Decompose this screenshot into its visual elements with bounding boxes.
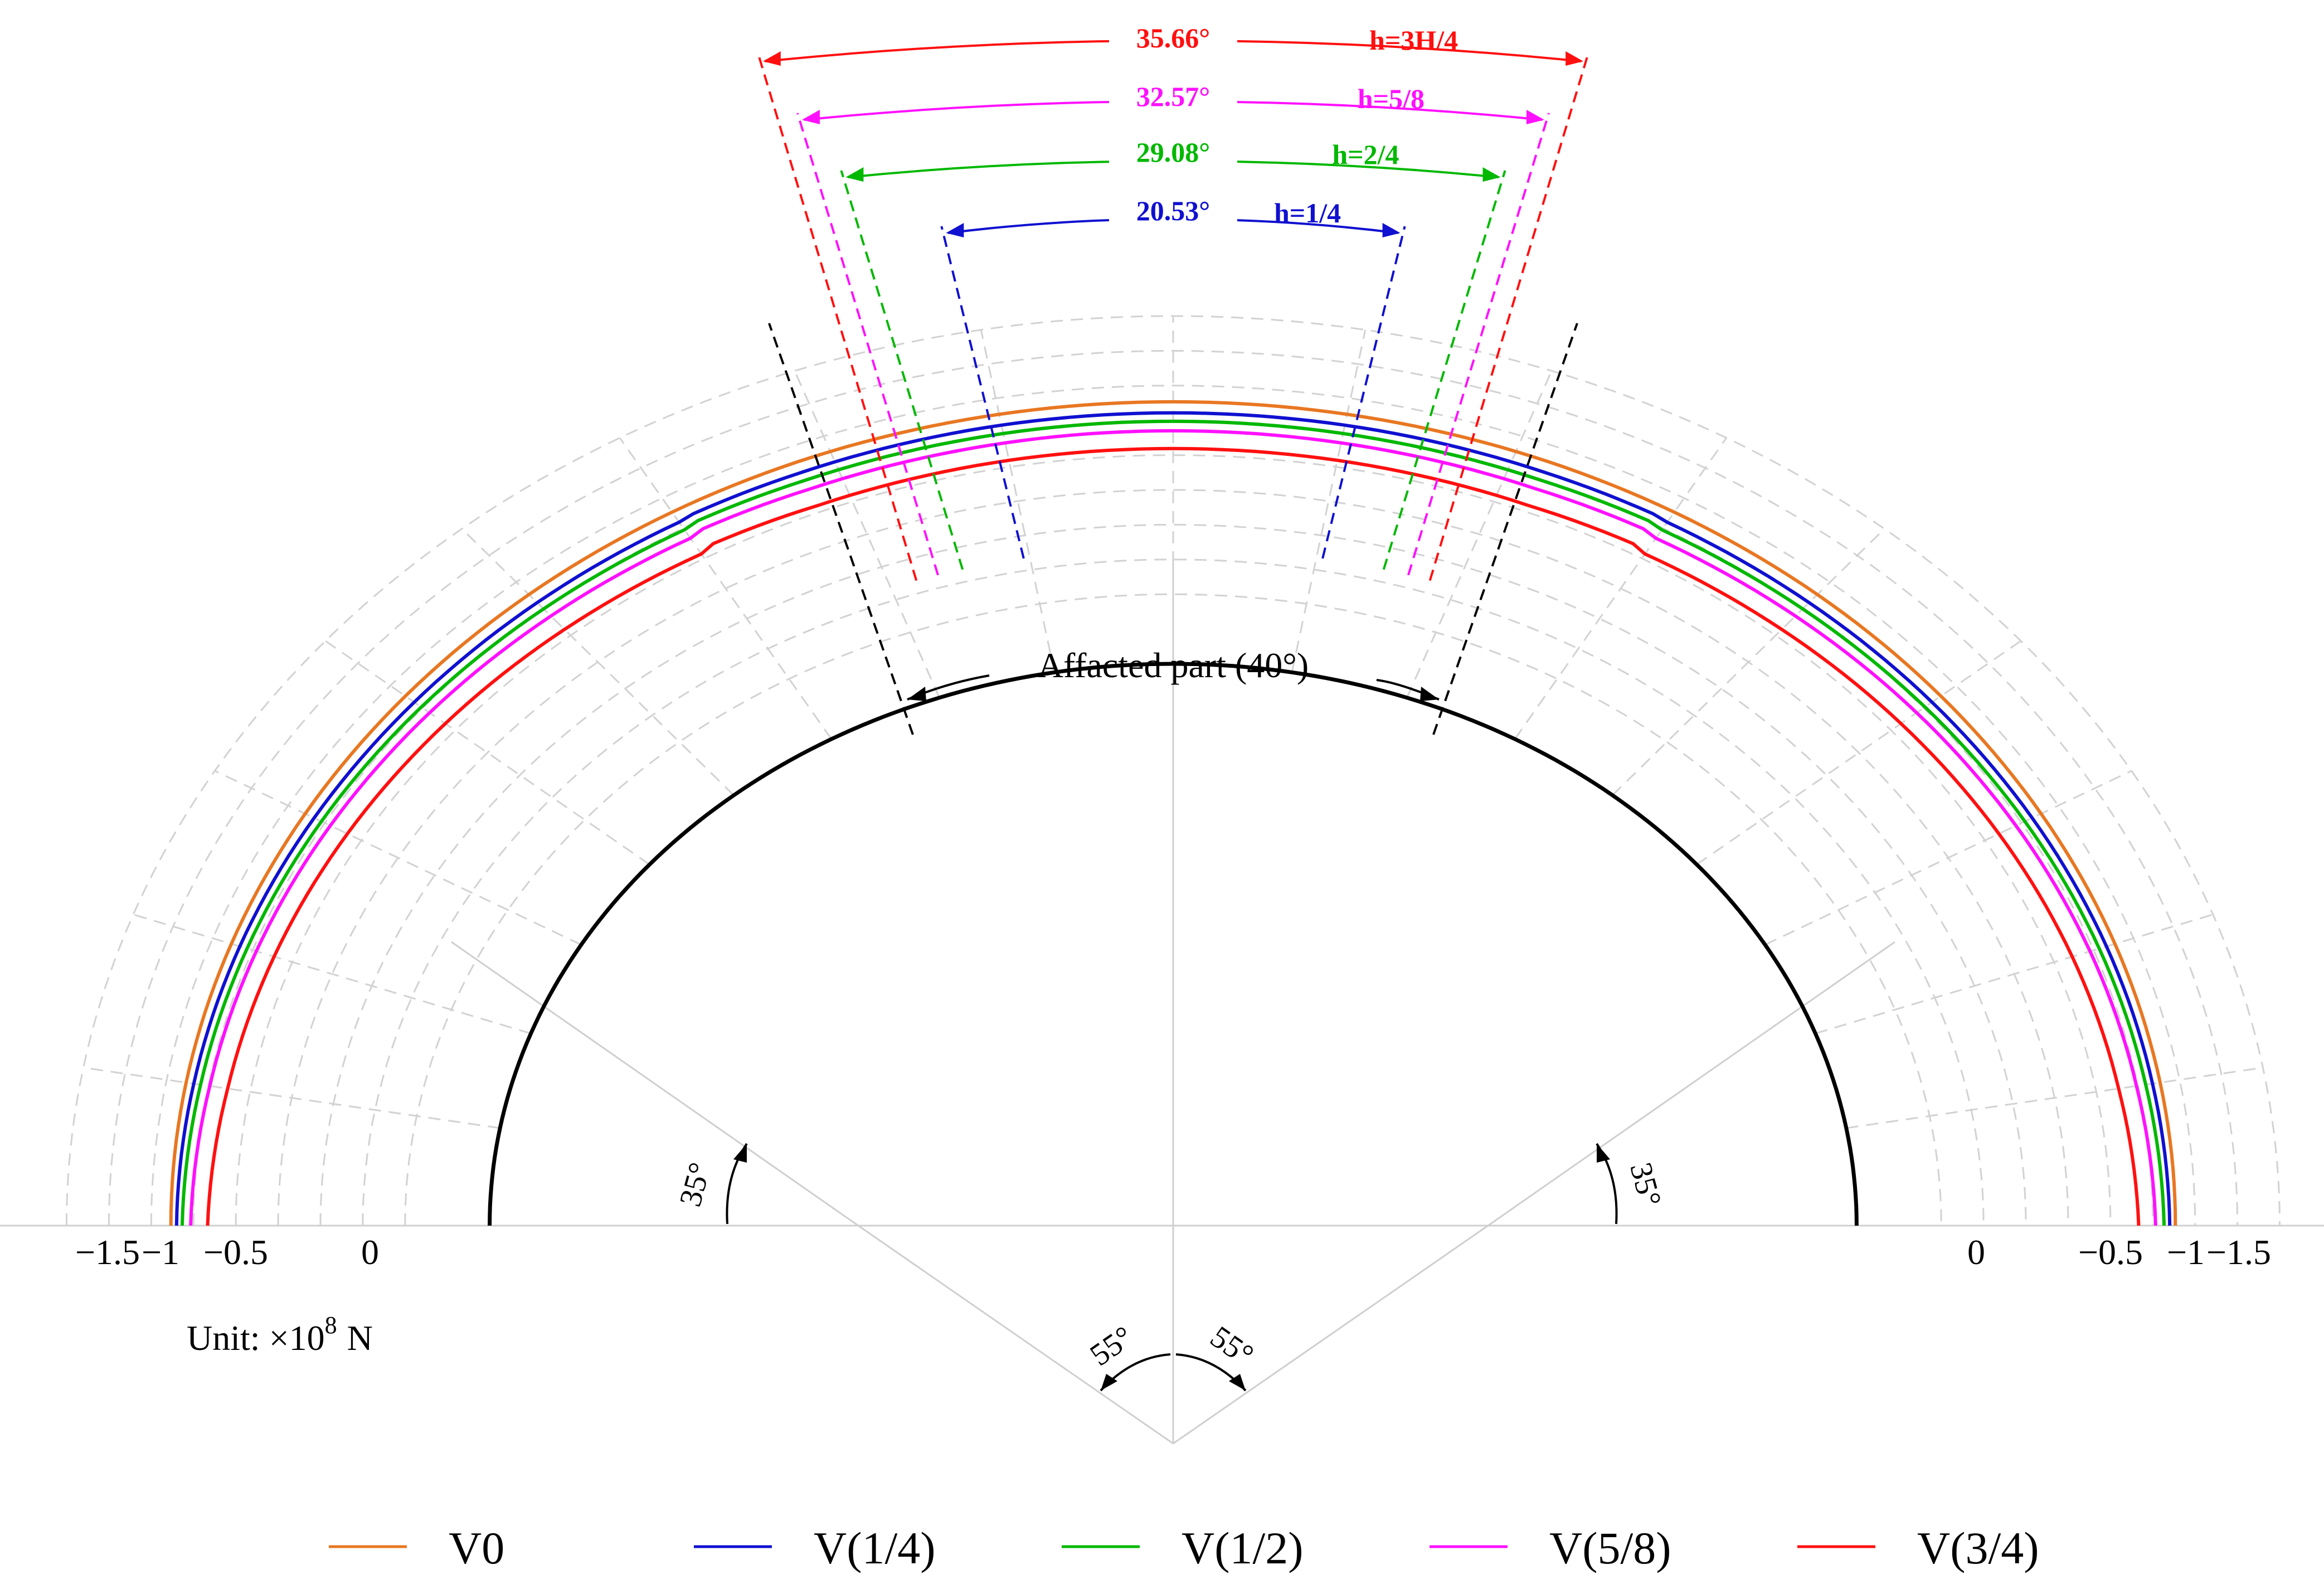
angle-35-left-label: 35° [673, 1159, 718, 1210]
grid-radial-80 [1291, 329, 1367, 673]
tick-right-1: −1 [2167, 1232, 2205, 1272]
tick-left-0: −1.5 [75, 1232, 140, 1272]
legend-label-4: V(3/4) [1917, 1523, 2039, 1573]
legend-label-1: V(1/4) [814, 1523, 936, 1573]
sector-arrow-right-3 [1565, 51, 1584, 66]
sector-right-boundary-1 [1382, 170, 1506, 570]
unit-exponent: 8 [325, 1311, 337, 1339]
left-55-guide [858, 1225, 1174, 1445]
unit-suffix: N [347, 1318, 373, 1358]
sector-arrow-left-1 [845, 167, 864, 182]
tick-right-0: −1.5 [2206, 1232, 2271, 1272]
sector-arrow-left-0 [946, 223, 964, 237]
affected-left-arrowhead [907, 687, 926, 701]
sector-arrow-right-2 [1526, 110, 1545, 124]
grid-radial-20 [1815, 914, 2214, 1034]
sector-angle-label-2: 32.57° [1136, 81, 1210, 112]
sector-arrow-left-2 [801, 110, 820, 124]
affected-right-boundary [1432, 323, 1578, 735]
series-line-0 [169, 400, 2177, 1226]
sector-h-label-1: h=2/4 [1332, 139, 1399, 170]
legend-label-3: V(5/8) [1549, 1523, 1671, 1573]
sector-left-boundary-0 [940, 226, 1025, 559]
sector-left-boundary-1 [840, 170, 964, 570]
right-55-guide [1173, 1225, 1489, 1445]
grid-radial-100 [980, 329, 1056, 673]
grid-radial-160 [133, 914, 531, 1034]
sector-angle-label-3: 35.66° [1136, 22, 1210, 54]
affected-part-label: Affacted part (40°) [1038, 645, 1309, 685]
sector-arrow-right-0 [1382, 223, 1401, 237]
sector-label-bg-3 [1109, 21, 1237, 55]
grid-radial-60 [1514, 437, 1728, 740]
legend-label-0: V0 [449, 1523, 504, 1573]
angle-35-right-arrowhead [1597, 1144, 1610, 1163]
series-line-1 [174, 411, 2172, 1226]
right-35-guide [1487, 941, 1895, 1227]
grid-radial-140 [325, 640, 650, 866]
unit-label-prefix: Unit: ×10 [187, 1318, 325, 1358]
sector-arrow-right-1 [1482, 167, 1501, 182]
grid-radial-40 [1696, 640, 2021, 866]
sector-angle-label-1: 29.08° [1136, 137, 1210, 168]
angle-annotations: 35° 35°55° 55° [673, 1143, 1667, 1392]
axes [0, 557, 2324, 1445]
affected-part-annotation: Affacted part (40°) [768, 323, 1578, 735]
series-line-2 [180, 419, 2166, 1226]
grid-radial-150 [214, 770, 582, 946]
tick-right-2: −0.5 [2078, 1232, 2143, 1272]
sector-left-boundary-3 [757, 54, 918, 581]
tick-labels: −1.5 −1.5−1 −1−0.5 −0.50 0 [75, 1232, 2271, 1272]
grid-radial-120 [619, 437, 833, 740]
sector-arrow-left-3 [762, 51, 781, 66]
sector-dimensions: 20.53° h=1/4 29.08° h=2/4 32.57° h=5/8 35.66° h… [757, 21, 1589, 581]
angle-55-right-arrowhead [1229, 1374, 1246, 1391]
sector-label-bg-2 [1109, 79, 1237, 114]
sector-label-bg-0 [1109, 193, 1237, 228]
series-line-3 [189, 429, 2157, 1226]
tick-right-3: 0 [1967, 1232, 1985, 1272]
grid-radial-50 [1612, 528, 1885, 796]
sector-h-label-0: h=1/4 [1274, 197, 1341, 229]
tick-left-2: −0.5 [203, 1232, 268, 1272]
angle-35-left-arrowhead [733, 1144, 747, 1163]
angle-35-right-label: 35° [1623, 1159, 1667, 1210]
affected-right-arrowhead [1420, 687, 1439, 701]
grid-radial-30 [1764, 770, 2132, 946]
force-series [169, 400, 2177, 1226]
grid-radial-10 [1846, 1067, 2263, 1129]
sector-h-label-2: h=5/8 [1358, 83, 1424, 114]
affected-left-boundary [768, 323, 914, 735]
tunnel-lining-outline [488, 662, 1859, 1226]
sector-label-bg-1 [1109, 135, 1237, 169]
legend: V0 V(1/4) V(1/2) V(5/8) V(3/4) [329, 1523, 2039, 1573]
sector-h-label-3: h=3H/4 [1369, 25, 1458, 56]
angle-55-left-arrowhead [1101, 1374, 1117, 1391]
tick-left-3: 0 [361, 1232, 379, 1272]
polar-grid [65, 315, 2281, 1227]
left-35-guide [451, 941, 859, 1227]
sector-right-boundary-0 [1321, 226, 1406, 559]
series-line-4 [206, 446, 2141, 1226]
grid-radial-130 [461, 528, 735, 796]
legend-label-2: V(1/2) [1182, 1523, 1304, 1573]
sector-right-boundary-3 [1428, 54, 1589, 581]
unit-label: Unit: ×108 N [187, 1311, 373, 1358]
tick-left-1: −1 [142, 1232, 179, 1272]
sector-left-boundary-2 [796, 113, 939, 576]
sector-right-boundary-2 [1407, 113, 1550, 576]
grid-radial-170 [83, 1067, 500, 1129]
sector-angle-label-0: 20.53° [1136, 195, 1210, 226]
